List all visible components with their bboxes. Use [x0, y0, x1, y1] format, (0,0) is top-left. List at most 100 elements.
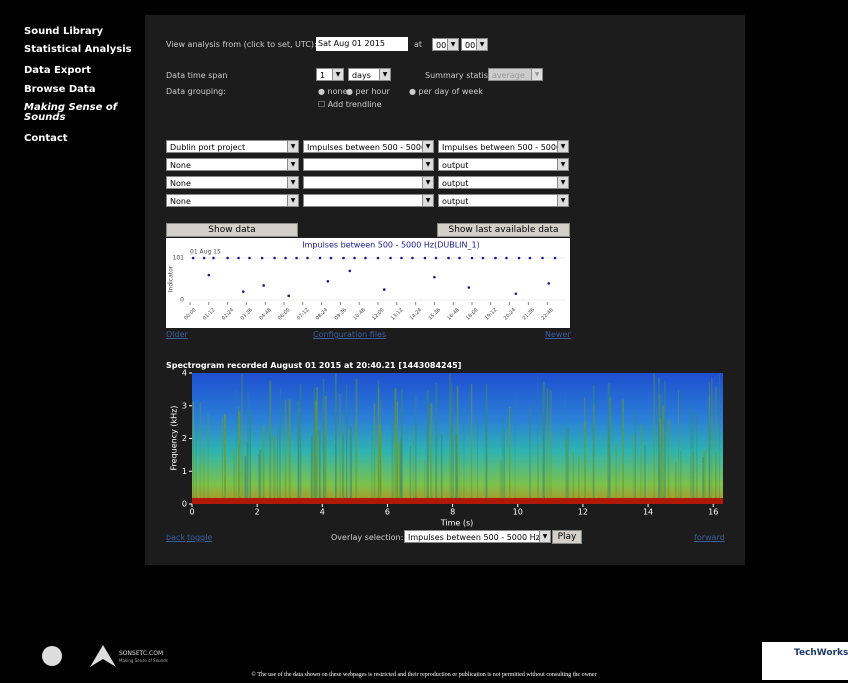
project-select[interactable]: None — [166, 158, 299, 171]
x-tick-label: 00:00 — [183, 307, 197, 321]
project-select[interactable]: None — [166, 176, 299, 189]
nav-link[interactable]: Statistical Analysis — [24, 44, 132, 55]
data-point — [260, 256, 264, 260]
nav-link[interactable]: Contact — [24, 133, 68, 144]
minute-select[interactable]: 00 — [461, 38, 488, 51]
view-label: View analysis from (click to set, UTC): — [166, 40, 317, 49]
checkbox[interactable]: ☐ Add trendline — [318, 100, 382, 109]
nav-link[interactable]: Data Export — [24, 65, 92, 76]
data-point — [481, 256, 485, 260]
x-tick-label: 06:00 — [277, 307, 291, 321]
data-point — [514, 292, 518, 296]
nav-link[interactable]: Sound Library — [24, 26, 104, 37]
forward-link[interactable]: forward — [694, 533, 725, 542]
data-point — [458, 256, 461, 260]
older-link[interactable]: Older — [166, 330, 188, 339]
overlay-select[interactable]: Impulses between 500 - 5000 Hz — [404, 530, 551, 543]
last-data-button[interactable]: Show last available data — [437, 223, 570, 237]
radio-label: none — [327, 87, 348, 96]
spectrogram: Frequency (kHz) Time (s) 0 2 4 6 8 10 12 14 1601… — [170, 369, 723, 528]
x-tick-label: 09:36 — [334, 307, 348, 321]
project-select[interactable]: None — [166, 194, 299, 207]
indicator-select[interactable]: Impulses between 500 - 5000 Hz — [303, 140, 434, 153]
config-link[interactable]: Configuration files — [313, 330, 387, 339]
show-data-button[interactable]: Show data — [166, 223, 298, 237]
x-tick-label: 12:00 — [371, 307, 385, 321]
data-point — [517, 256, 521, 260]
data-point — [191, 256, 195, 260]
data-point — [273, 256, 276, 260]
mini-chart: Impulses between 500 - 5000 Hz(DUBLIN_1)… — [166, 238, 570, 328]
data-point — [202, 256, 206, 260]
y-tick-label: 0 — [180, 297, 184, 304]
project-select[interactable]: Dublin port project — [166, 140, 299, 153]
data-point — [262, 284, 265, 287]
upc-logo — [42, 646, 62, 666]
data-point — [470, 256, 474, 260]
indicator-select[interactable] — [303, 176, 434, 189]
spectrogram-title: Spectrogram recorded August 01 2015 at 2… — [166, 361, 462, 370]
newer-link[interactable]: Newer — [545, 330, 571, 339]
partner-logo: TechWorks — [762, 642, 848, 680]
radio[interactable]: ● per day of week — [409, 87, 483, 96]
x-tick-label: 20:24 — [503, 307, 517, 321]
x-tick-label: 19:12 — [484, 307, 498, 321]
unit-select[interactable]: days — [348, 68, 391, 81]
y-axis-label: Frequency (kHz) — [170, 406, 179, 471]
x-tick-label: 02:24 — [221, 307, 235, 321]
chart-title: Impulses between 500 - 5000 Hz(DUBLIN_1) — [302, 241, 479, 250]
radio-label: per hour — [355, 87, 390, 96]
y-tick-label: 1 — [182, 467, 187, 476]
x-tick-label: 18:00 — [465, 307, 479, 321]
x-tick-label: 2 — [255, 508, 260, 517]
x-tick-label: 14:24 — [409, 307, 423, 321]
data-point — [376, 256, 380, 260]
spectrogram-texture — [192, 373, 720, 504]
data-point — [528, 256, 532, 260]
output-select[interactable]: Impulses between 500 - 5000 Hz — [438, 140, 569, 153]
radio-label: per day of week — [418, 87, 483, 96]
data-point — [326, 279, 330, 283]
data-point — [353, 256, 356, 260]
x-tick-label: 21:36 — [522, 307, 536, 321]
x-axis-label: Time (s) — [440, 519, 474, 528]
output-select[interactable]: output — [438, 194, 569, 207]
span-select[interactable]: 1 — [316, 68, 344, 81]
x-tick-label: 10:48 — [352, 307, 366, 321]
date-input[interactable]: Sat Aug 01 2015 — [316, 37, 408, 51]
data-point — [287, 294, 290, 298]
output-select[interactable]: output — [438, 176, 569, 189]
x-tick-label: 08:24 — [315, 307, 329, 321]
data-point — [306, 256, 309, 260]
back-link[interactable]: back — [166, 533, 186, 542]
toggle-link[interactable]: toggle — [187, 533, 213, 542]
x-tick-label: 10 — [513, 508, 523, 517]
data-point — [318, 256, 322, 260]
hour-select[interactable]: 00 — [432, 38, 459, 51]
x-tick-label: 14 — [643, 508, 653, 517]
y-axis-label: Indicator — [168, 265, 175, 292]
data-point — [423, 256, 427, 260]
nav-link[interactable]: Browse Data — [24, 84, 96, 95]
data-point — [433, 275, 436, 279]
output-select[interactable]: output — [438, 158, 569, 171]
radio[interactable]: ● none — [318, 87, 348, 96]
x-tick-label: 6 — [385, 508, 390, 517]
logo-tagline: Making Sense of Sounds — [119, 658, 168, 663]
x-tick-label: 13:12 — [390, 307, 404, 321]
play-button[interactable]: Play — [552, 530, 582, 544]
data-point — [400, 256, 403, 260]
data-point — [547, 282, 551, 285]
y-tick-label: 2 — [182, 434, 187, 443]
sonsetc-logo-mark — [90, 645, 116, 667]
x-tick-label: 22:48 — [540, 307, 554, 321]
data-point — [382, 288, 386, 291]
data-point — [447, 256, 450, 260]
radio[interactable]: ● per hour — [346, 87, 390, 96]
summary-select: average — [488, 68, 543, 81]
nav-link[interactable]: Making Sense of Sounds — [24, 102, 118, 123]
indicator-select[interactable] — [303, 158, 434, 171]
y-tick-label: 0 — [182, 500, 187, 509]
indicator-select[interactable] — [303, 194, 434, 207]
data-point — [389, 256, 392, 260]
